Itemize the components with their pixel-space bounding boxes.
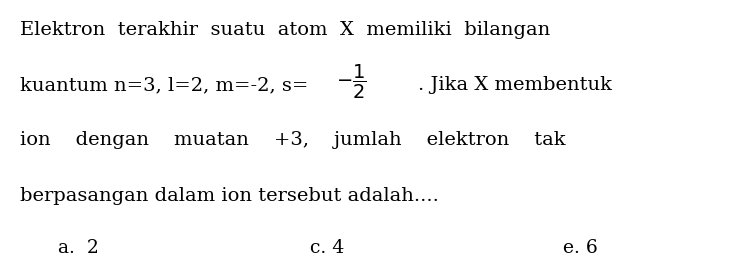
Text: . Jika X membentuk: . Jika X membentuk bbox=[419, 76, 612, 94]
Text: e. 6: e. 6 bbox=[563, 239, 598, 257]
Text: $-\dfrac{1}{2}$: $-\dfrac{1}{2}$ bbox=[336, 63, 367, 101]
Text: ion    dengan    muatan    +3,    jumlah    elektron    tak: ion dengan muatan +3, jumlah elektron ta… bbox=[21, 131, 566, 149]
Text: c. 4: c. 4 bbox=[311, 239, 344, 257]
Text: a.  2: a. 2 bbox=[58, 239, 99, 257]
Text: Elektron  terakhir  suatu  atom  X  memiliki  bilangan: Elektron terakhir suatu atom X memiliki … bbox=[21, 21, 551, 39]
Text: berpasangan dalam ion tersebut adalah....: berpasangan dalam ion tersebut adalah...… bbox=[21, 187, 439, 204]
Text: kuantum n=3, l=2, m=-2, s=: kuantum n=3, l=2, m=-2, s= bbox=[21, 76, 308, 94]
